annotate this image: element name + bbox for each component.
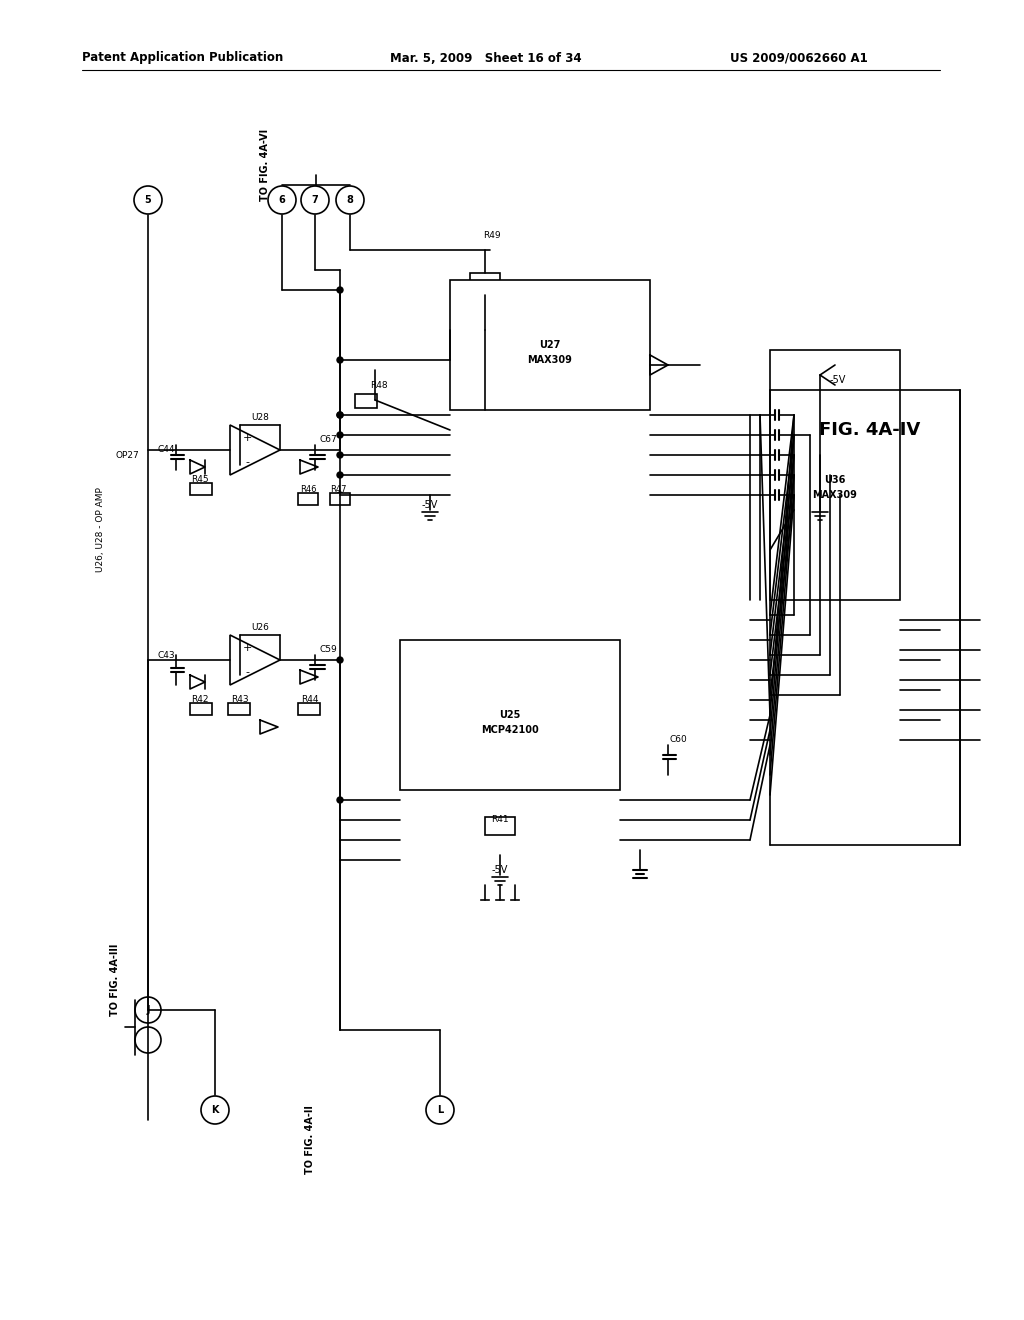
Bar [400, 640, 620, 789]
Circle shape [337, 797, 343, 803]
Text: TO FIG. 4A-II: TO FIG. 4A-II [305, 1106, 315, 1175]
Text: U36: U36 [824, 475, 846, 484]
Text: -5V: -5V [492, 865, 508, 875]
Bar [770, 350, 900, 601]
Text: U27: U27 [540, 341, 561, 350]
Text: 8: 8 [346, 195, 353, 205]
Bar [355, 393, 377, 408]
Text: MAX309: MAX309 [527, 355, 572, 366]
Text: MCP42100: MCP42100 [481, 725, 539, 735]
Circle shape [337, 286, 343, 293]
Bar [190, 483, 212, 495]
Text: C59: C59 [319, 645, 338, 655]
Text: OP27: OP27 [115, 450, 138, 459]
Text: 6: 6 [279, 195, 286, 205]
Bar [298, 704, 319, 715]
Circle shape [337, 492, 343, 498]
Text: R48: R48 [370, 380, 388, 389]
Text: U25: U25 [500, 710, 520, 719]
Text: R47: R47 [330, 486, 346, 495]
Text: C60: C60 [670, 735, 688, 744]
Text: TO FIG. 4A-VI: TO FIG. 4A-VI [260, 129, 270, 201]
Bar [330, 492, 350, 506]
Bar [190, 704, 212, 715]
Text: R46: R46 [300, 486, 316, 495]
Circle shape [337, 432, 343, 438]
Circle shape [337, 412, 343, 418]
Text: MAX309: MAX309 [813, 490, 857, 500]
Text: C67: C67 [319, 436, 338, 445]
Bar [228, 704, 250, 715]
Text: R41: R41 [492, 816, 509, 825]
Text: L: L [437, 1105, 443, 1115]
Circle shape [337, 451, 343, 458]
Text: -5V: -5V [422, 500, 438, 510]
Bar [298, 492, 318, 506]
Text: R43: R43 [231, 696, 249, 705]
Text: R42: R42 [191, 696, 209, 705]
Text: K: K [211, 1105, 219, 1115]
Text: R49: R49 [483, 231, 501, 239]
Text: TO FIG. 4A-III: TO FIG. 4A-III [110, 944, 120, 1016]
Text: U26, U28 - OP AMP: U26, U28 - OP AMP [95, 487, 104, 573]
Text: 7: 7 [311, 195, 318, 205]
Bar [450, 280, 650, 411]
Bar [485, 817, 515, 836]
Text: +: + [243, 433, 252, 444]
Text: US 2009/0062660 A1: US 2009/0062660 A1 [730, 51, 867, 65]
Circle shape [337, 657, 343, 663]
Text: U26: U26 [251, 623, 269, 632]
Text: -: - [245, 667, 249, 677]
Circle shape [337, 356, 343, 363]
Text: R44: R44 [301, 696, 318, 705]
Bar [470, 273, 500, 294]
Text: -5V: -5V [830, 375, 847, 385]
Text: R45: R45 [191, 475, 209, 484]
Text: U28: U28 [251, 413, 269, 422]
Text: Patent Application Publication: Patent Application Publication [82, 51, 284, 65]
Text: C44: C44 [158, 446, 175, 454]
Text: 5: 5 [144, 195, 152, 205]
Text: Mar. 5, 2009   Sheet 16 of 34: Mar. 5, 2009 Sheet 16 of 34 [390, 51, 582, 65]
Text: -: - [245, 457, 249, 467]
Circle shape [337, 473, 343, 478]
Text: FIG. 4A-IV: FIG. 4A-IV [819, 421, 921, 440]
Text: J: J [146, 1005, 150, 1015]
Text: +: + [243, 643, 252, 653]
Text: C43: C43 [158, 651, 175, 660]
Circle shape [337, 412, 343, 418]
